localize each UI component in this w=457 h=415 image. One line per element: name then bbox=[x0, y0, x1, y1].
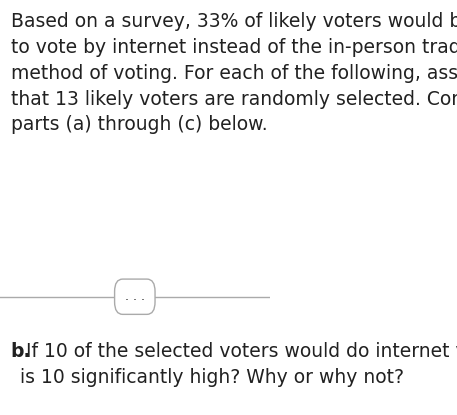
Text: Based on a survey, 33% of likely voters would be willing
to vote by internet ins: Based on a survey, 33% of likely voters … bbox=[11, 12, 457, 134]
FancyBboxPatch shape bbox=[115, 279, 155, 315]
Text: If 10 of the selected voters would do internet voting,
is 10 significantly high?: If 10 of the selected voters would do in… bbox=[20, 342, 457, 387]
Text: . . .: . . . bbox=[125, 290, 145, 303]
Text: b.: b. bbox=[11, 342, 31, 361]
